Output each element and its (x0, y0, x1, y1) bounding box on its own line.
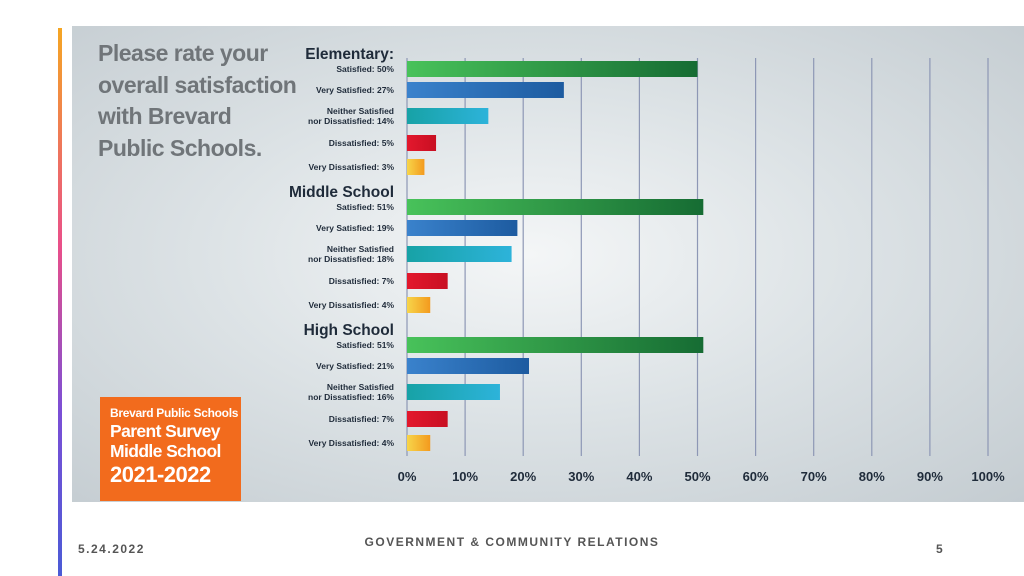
group-title: Middle School (289, 184, 394, 201)
group-title: High School (304, 322, 394, 339)
bar (407, 297, 431, 313)
bar-label-line: nor Dissatisfied: 14% (308, 116, 394, 126)
bar-label-line: Neither Satisfied (327, 106, 394, 116)
bar-label-line: Very Dissatisfied: 4% (308, 438, 394, 448)
bar-label-line: Very Dissatisfied: 3% (308, 162, 394, 172)
x-tick-label: 70% (801, 469, 827, 484)
footer-date: 5.24.2022 (78, 542, 145, 556)
bar (407, 435, 431, 451)
bar-label-line: Satisfied: 51% (336, 340, 394, 350)
badge-org: Brevard Public Schools (110, 406, 239, 420)
chart-x-ticks: 0% 10% 20% 30% 40% 50% 60% 70% 80% 90% 100% (398, 469, 1005, 484)
bar-label: Dissatisfied: 7% (329, 414, 395, 424)
x-tick-label: 80% (859, 469, 885, 484)
bar-label: Very Dissatisfied: 4% (308, 300, 394, 310)
bar-label-line: Dissatisfied: 7% (329, 414, 395, 424)
bar-label: Dissatisfied: 5% (329, 138, 395, 148)
x-tick-label: 30% (568, 469, 594, 484)
bar-label-line: Very Satisfied: 19% (316, 223, 394, 233)
bar (407, 199, 704, 215)
accent-bar (58, 28, 62, 576)
x-tick-label: 60% (743, 469, 769, 484)
bar (407, 384, 500, 400)
bar (407, 108, 489, 124)
bar-label-line: Neither Satisfied (327, 382, 394, 392)
bar-label: Neither Satisfied nor Dissatisfied: 18% (308, 244, 394, 264)
bar (407, 159, 425, 175)
bar (407, 411, 448, 427)
survey-question: Please rate your overall satisfaction wi… (98, 40, 297, 161)
chart-bars (407, 61, 704, 451)
x-tick-label: 50% (684, 469, 710, 484)
page-number: 5 (936, 542, 943, 556)
bar-label-line: Very Satisfied: 27% (316, 85, 394, 95)
bar-label: Very Dissatisfied: 4% (308, 438, 394, 448)
bar-label: Satisfied: 51% (336, 340, 394, 350)
bar-label: Very Satisfied: 19% (316, 223, 394, 233)
bar (407, 358, 530, 374)
bar (407, 61, 698, 77)
bar-label: Satisfied: 50% (336, 64, 394, 74)
bar (407, 82, 564, 98)
x-tick-label: 90% (917, 469, 943, 484)
bar-label: Very Satisfied: 21% (316, 361, 394, 371)
bar-label-line: nor Dissatisfied: 18% (308, 254, 394, 264)
bar-label-line: Satisfied: 51% (336, 202, 394, 212)
chart-gridlines (406, 58, 989, 456)
x-tick-label: 20% (510, 469, 536, 484)
bar-label: Very Dissatisfied: 3% (308, 162, 394, 172)
bar-label-line: Satisfied: 50% (336, 64, 394, 74)
bar-label: Dissatisfied: 7% (329, 276, 395, 286)
bar-label-line: Neither Satisfied (327, 244, 394, 254)
bar (407, 273, 448, 289)
bar (407, 135, 437, 151)
bar-label-line: Very Satisfied: 21% (316, 361, 394, 371)
bar (407, 337, 704, 353)
badge-title: Parent Survey (110, 421, 221, 441)
bar-label: Neither Satisfied nor Dissatisfied: 14% (308, 106, 394, 126)
footer-department: GOVERNMENT & COMMUNITY RELATIONS (364, 535, 660, 549)
x-tick-label: 40% (626, 469, 652, 484)
x-tick-label: 0% (398, 469, 417, 484)
bar-label-line: nor Dissatisfied: 16% (308, 392, 394, 402)
chart-labels: Elementary:Satisfied: 50% Very Satisfied:… (289, 46, 395, 448)
bar-label-line: Very Dissatisfied: 4% (308, 300, 394, 310)
badge-year: 2021-2022 (110, 462, 211, 487)
bar-label: Neither Satisfied nor Dissatisfied: 16% (308, 382, 394, 402)
badge-subtitle: Middle School (110, 441, 221, 461)
bar-label-line: Dissatisfied: 5% (329, 138, 395, 148)
x-tick-label: 100% (971, 469, 1005, 484)
bar (407, 246, 512, 262)
x-tick-label: 10% (452, 469, 478, 484)
group-title: Elementary: (305, 46, 394, 63)
bar-label: Very Satisfied: 27% (316, 85, 394, 95)
bar-label: Satisfied: 51% (336, 202, 394, 212)
bar-label-line: Dissatisfied: 7% (329, 276, 395, 286)
survey-badge: Brevard Public Schools Parent Survey Mid… (100, 397, 241, 501)
bar (407, 220, 518, 236)
